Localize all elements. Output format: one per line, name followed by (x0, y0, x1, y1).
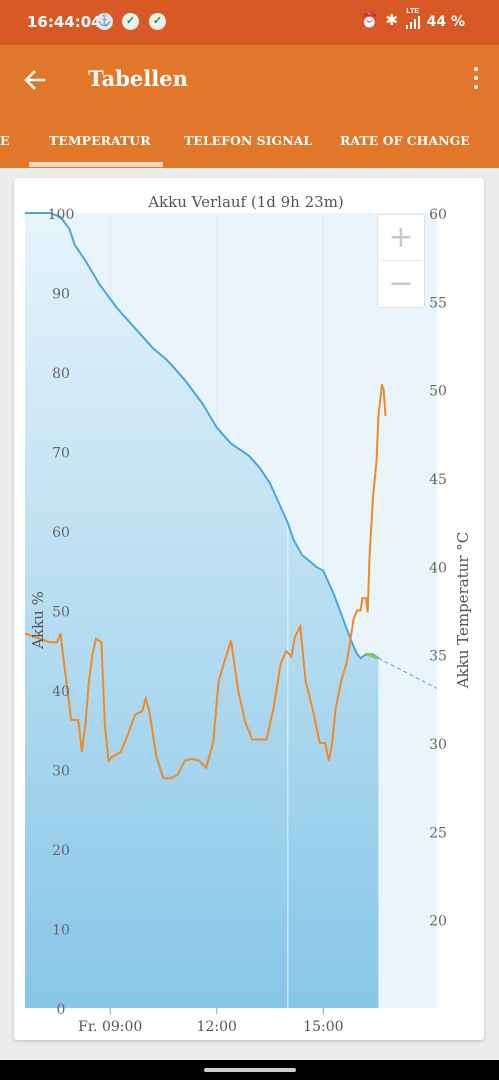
battery-area (25, 213, 379, 1008)
app-bar: Tabellen (0, 45, 499, 115)
tab-bar: E TEMPERATUR TELEFON SIGNAL RATE OF CHAN… (0, 115, 499, 168)
zoom-in-button[interactable]: + (388, 220, 414, 255)
status-time: 16:44:04 (27, 13, 102, 31)
zoom-control: + − (377, 214, 425, 308)
y-tick-label: 10 (52, 923, 70, 939)
battery-line (25, 212, 380, 660)
network-type: LTE (406, 8, 419, 15)
chart-title: Akku Verlauf (1d 9h 23m) (147, 193, 344, 211)
temperature-line (24, 384, 387, 780)
y-tick-label: 80 (52, 366, 70, 382)
y-tick-label: 60 (52, 525, 70, 541)
y-axis-label: Akku % (29, 591, 47, 650)
tab-previous[interactable]: E (0, 133, 10, 148)
y2-tick-label: 20 (429, 914, 447, 930)
x-tick-label: 12:00 (197, 1019, 237, 1035)
zoom-out-button[interactable]: − (388, 266, 414, 301)
tab-rate-of-change[interactable]: RATE OF CHANGE (340, 133, 470, 148)
navigation-bar (0, 1060, 499, 1080)
bluetooth-icon: ✱ (385, 12, 398, 29)
charging-segment (365, 652, 378, 660)
home-gesture-handle[interactable] (204, 1068, 296, 1072)
y2-tick-label: 40 (429, 560, 447, 576)
y2-tick-label: 55 (429, 295, 447, 311)
y-tick-label: 20 (52, 843, 70, 859)
page-title: Tabellen (88, 66, 188, 91)
y2-tick-label: 35 (429, 649, 447, 665)
alarm-icon: ⏰ (360, 13, 379, 30)
signal-icon (406, 16, 420, 29)
x-tick-label: Fr. 09:00 (78, 1019, 142, 1035)
status-bar: 16:44:04 ⚓ ✓ ✓ ⏰ ✱ LTE 44 % (0, 0, 499, 45)
y2-tick-label: 45 (429, 472, 447, 488)
tab-telefon-signal[interactable]: TELEFON SIGNAL (184, 133, 313, 148)
zoom-divider (381, 260, 421, 261)
x-tick-label: 15:00 (303, 1019, 343, 1035)
selected-tab-indicator (29, 162, 163, 167)
y2-tick-label: 25 (429, 825, 447, 841)
tab-temperatur[interactable]: TEMPERATUR (49, 133, 151, 148)
overflow-menu-icon[interactable] (471, 67, 481, 93)
battery-projection-line (378, 657, 438, 689)
y-tick-label: 50 (52, 605, 70, 621)
y2-tick-label: 50 (429, 384, 447, 400)
y-tick-label: 100 (48, 207, 75, 223)
y-tick-label: 70 (52, 446, 70, 462)
shield-check-icon: ✓ (122, 13, 139, 30)
y-tick-label: 30 (52, 764, 70, 780)
back-arrow-icon[interactable] (20, 65, 50, 95)
app-notification-icon: ⚓ (96, 13, 113, 30)
y-tick-label: 40 (52, 684, 70, 700)
y2-tick-label: 30 (429, 737, 447, 753)
y2-axis-label: Akku Temperatur °C (454, 532, 472, 690)
y-tick-label: 90 (52, 287, 70, 303)
y2-tick-label: 60 (429, 207, 447, 223)
shield-check-icon: ✓ (149, 13, 166, 30)
battery-percentage: 44 % (426, 14, 465, 30)
y-tick-label: 0 (57, 1002, 66, 1018)
